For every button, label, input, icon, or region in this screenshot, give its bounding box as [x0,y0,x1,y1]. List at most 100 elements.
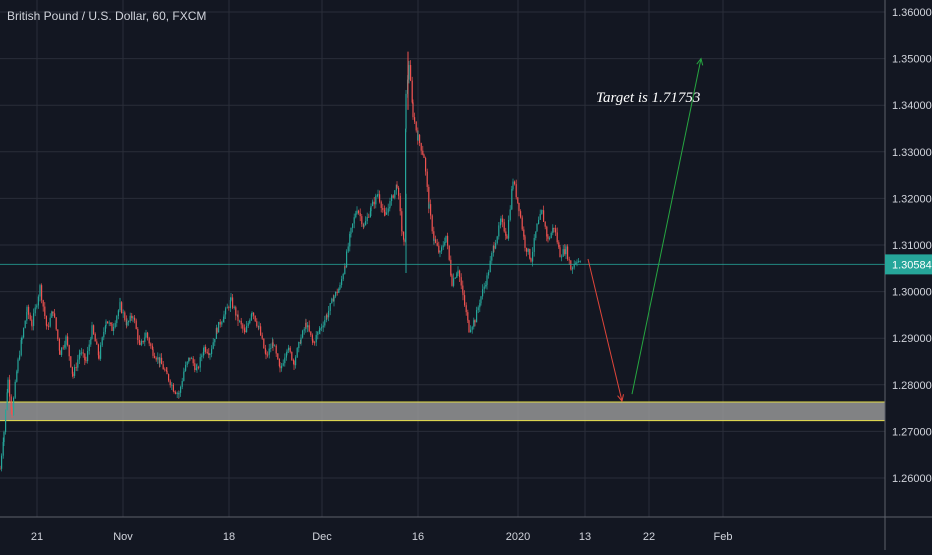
grid [0,0,885,517]
candle-body [442,245,444,248]
candle-body [511,188,513,210]
candle-body [457,270,459,274]
candle-body [285,353,287,358]
candle-body [468,320,470,333]
candle-body [215,328,217,339]
candle-body [293,361,295,366]
candle-body [155,358,157,360]
candle-body [377,194,379,196]
x-tick-label: 2020 [506,531,530,543]
candle-body [178,392,180,395]
candle-body [126,322,128,326]
candle-body [137,328,139,340]
candle-body [302,330,304,338]
candle-body [230,297,232,301]
candle-body [451,275,453,286]
candle-body [84,353,86,361]
candle-body [225,308,227,315]
candle-body [489,260,491,273]
candle-body [356,210,358,214]
candle-body [506,235,508,239]
candle-body [372,201,374,206]
candle-body [157,357,159,360]
candle-body [270,348,272,349]
candle-body [555,228,557,233]
candle-body [58,339,60,351]
candle-body [94,333,96,342]
candle-body [282,363,284,366]
candle-body [256,321,258,327]
y-tick-label: 1.27000 [892,426,932,438]
candle-body [383,209,385,212]
candle-body [471,326,473,330]
candle-body [380,201,382,208]
candle-body [479,303,481,308]
candle-body [100,345,102,359]
candle-body [192,358,194,364]
candle-body [305,322,307,328]
candle-body [500,218,502,222]
candle-body [339,284,341,289]
candle-body [311,335,313,341]
candle-body [564,249,566,255]
candle-body [405,93,407,129]
candle-body [28,306,30,315]
candle-body [350,227,352,234]
candle-body [561,256,563,258]
candle-body [289,347,291,352]
candle-body [82,352,84,354]
candle-body [359,213,361,217]
candle-body [151,345,153,350]
candle-body [300,337,302,344]
candles [0,51,885,472]
candle-body [101,337,103,346]
candle-body [398,187,400,196]
y-tick-label: 1.28000 [892,380,932,392]
candle-body [512,181,514,189]
candle-body [61,347,63,355]
candle-body [219,321,221,325]
candle-body [237,314,239,321]
target-annotation: Target is 1.71753 [596,90,700,106]
candle-body [189,357,191,359]
candle-body [573,263,575,268]
candle-body [33,313,35,326]
candle-body [361,216,363,225]
candle-body [344,266,346,275]
candle-body [536,224,538,232]
candle-body [275,345,277,354]
candle-body [473,320,475,327]
candle-body [384,211,386,215]
candle-body [209,354,211,355]
candle-body [176,393,178,394]
candle-body [568,259,570,261]
candle-body [20,339,22,356]
candle-body [191,358,193,360]
candle-body [183,370,185,373]
candle-body [486,275,488,285]
candle-body [168,374,170,381]
candle-body [211,348,213,355]
candle-body [49,317,51,327]
candle-body [405,128,407,242]
candle-body [62,347,64,349]
candle-body [292,359,294,362]
candle-body [423,154,425,158]
candle-body [96,341,98,345]
candle-body [291,351,293,360]
candle-body [64,344,66,348]
candle-body [312,340,314,343]
candle-body [435,239,437,243]
candle-body [414,117,416,122]
candle-body [425,157,427,172]
candle-body [144,337,146,342]
candle-body [288,347,290,351]
candle-body [107,321,109,324]
candle-body [42,300,44,307]
candle-body [75,367,77,368]
y-tick-label: 1.29000 [892,333,932,345]
candle-body [396,184,398,188]
